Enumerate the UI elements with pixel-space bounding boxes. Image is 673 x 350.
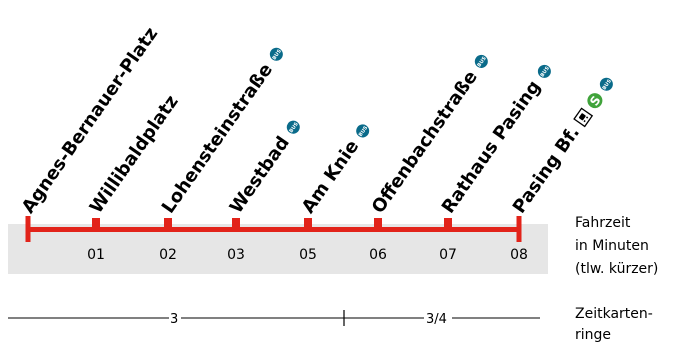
stop-name-agnes-bernauer-platz: Agnes-Bernauer-Platz	[18, 24, 162, 218]
minutes-pasing-bf: 08	[510, 247, 528, 263]
bus-icon: BUS	[286, 120, 300, 134]
terminal-tick-agnes-bernauer-platz	[25, 216, 31, 242]
stop-tick-offenbachstrasse	[374, 218, 382, 229]
travel-time-label-line3: (tlw. kürzer)	[575, 261, 658, 277]
stop-tick-willibaldplatz	[92, 218, 100, 229]
minutes-rathaus-pasing: 07	[439, 247, 457, 263]
minutes-westbad: 03	[227, 247, 245, 263]
sbahn-icon: S	[587, 93, 604, 108]
stop-tick-lohensteinstrasse	[164, 218, 172, 229]
zones-label-line1: Zeitkarten-	[575, 306, 653, 322]
bus-icon-label: BUS	[288, 121, 300, 134]
zones-label-line2: ringe	[575, 327, 611, 343]
bus-icon-label: BUS	[476, 55, 488, 68]
travel-time-band	[8, 224, 548, 274]
terminal-tick-pasing-bf	[516, 216, 522, 242]
bus-icon-label: BUS	[539, 65, 551, 78]
minutes-offenbachstrasse: 06	[369, 247, 387, 263]
minutes-lohensteinstrasse: 02	[159, 247, 177, 263]
train-icon	[573, 107, 594, 128]
travel-time-label-line2: in Minuten	[575, 238, 649, 254]
stop-tick-westbad	[232, 218, 240, 229]
bus-icon: BUS	[474, 54, 488, 68]
stop-tick-am-knie	[304, 218, 312, 229]
minutes-am-knie: 05	[299, 247, 317, 263]
minutes-willibaldplatz: 01	[87, 247, 105, 263]
zone-3-label: 3	[170, 312, 178, 327]
bus-icon: BUS	[356, 124, 370, 138]
bus-icon-label: BUS	[601, 78, 613, 91]
travel-time-label-line1: Fahrzeit	[575, 215, 631, 231]
bus-icon-label: BUS	[271, 48, 283, 61]
stop-name-westbad: Westbad	[226, 133, 294, 218]
bus-icon: BUS	[599, 77, 613, 91]
bus-icon: BUS	[269, 47, 283, 61]
zone-3-4-label: 3/4	[426, 312, 447, 327]
bus-icon-label: BUS	[358, 125, 370, 138]
route-line	[28, 227, 520, 232]
stop-name-pasing-bf: Pasing Bf.	[509, 122, 584, 217]
stop-tick-rathaus-pasing	[444, 218, 452, 229]
bus-icon: BUS	[537, 64, 551, 78]
stop-name-am-knie: Am Knie	[298, 136, 363, 217]
stop-agnes-bernauer-platz: Agnes-Bernauer-Platz	[18, 24, 162, 218]
